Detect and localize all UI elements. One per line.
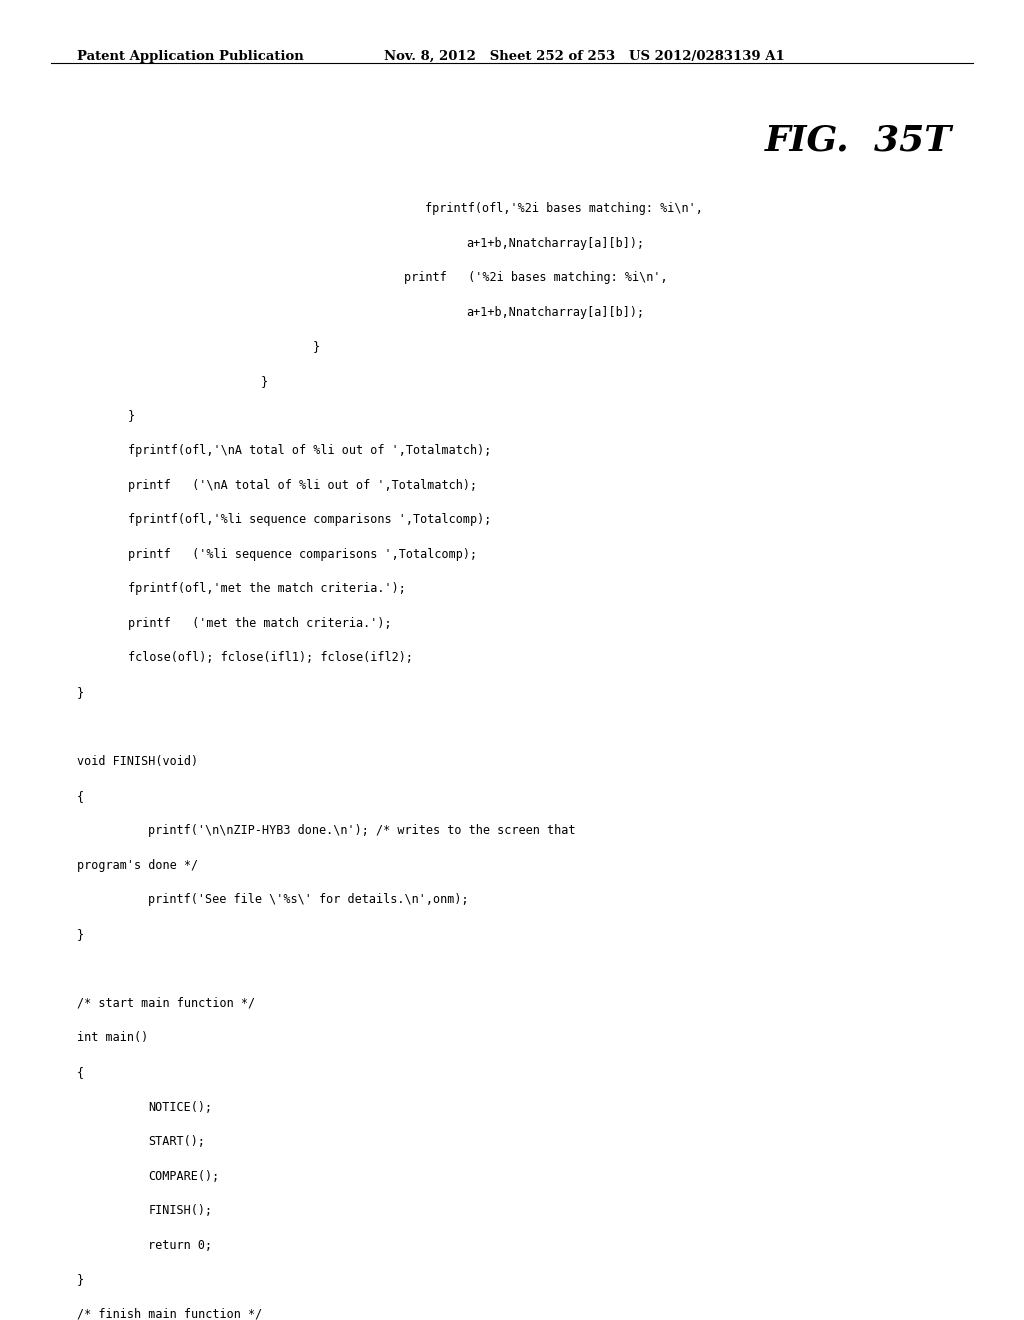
Text: int main(): int main() bbox=[77, 1031, 148, 1044]
Text: printf('\n\nZIP-HYB3 done.\n'); /* writes to the screen that: printf('\n\nZIP-HYB3 done.\n'); /* write… bbox=[148, 824, 575, 837]
Text: fclose(ofl); fclose(ifl1); fclose(ifl2);: fclose(ofl); fclose(ifl1); fclose(ifl2); bbox=[128, 651, 413, 664]
Text: fprintf(ofl,'%2i bases matching: %i\n',: fprintf(ofl,'%2i bases matching: %i\n', bbox=[425, 202, 702, 215]
Text: return 0;: return 0; bbox=[148, 1238, 213, 1251]
Text: }: } bbox=[77, 686, 84, 698]
Text: }: } bbox=[312, 341, 319, 354]
Text: }: } bbox=[261, 375, 268, 388]
Text: FIG.  35T: FIG. 35T bbox=[765, 124, 952, 158]
Text: {: { bbox=[77, 789, 84, 803]
Text: printf   ('met the match criteria.');: printf ('met the match criteria.'); bbox=[128, 616, 391, 630]
Text: START();: START(); bbox=[148, 1135, 206, 1148]
Text: void FINISH(void): void FINISH(void) bbox=[77, 755, 198, 768]
Text: printf('See file \'%s\' for details.\n',onm);: printf('See file \'%s\' for details.\n',… bbox=[148, 894, 469, 907]
Text: a+1+b,Nnatcharray[a][b]);: a+1+b,Nnatcharray[a][b]); bbox=[466, 306, 644, 318]
Text: /* start main function */: /* start main function */ bbox=[77, 997, 255, 1010]
Text: program's done */: program's done */ bbox=[77, 858, 198, 871]
Text: {: { bbox=[77, 1067, 84, 1078]
Text: a+1+b,Nnatcharray[a][b]);: a+1+b,Nnatcharray[a][b]); bbox=[466, 236, 644, 249]
Text: printf   ('%li sequence comparisons ',Totalcomp);: printf ('%li sequence comparisons ',Tota… bbox=[128, 548, 477, 561]
Text: Patent Application Publication: Patent Application Publication bbox=[77, 50, 303, 62]
Text: }: } bbox=[77, 928, 84, 941]
Text: }: } bbox=[77, 1274, 84, 1286]
Text: Nov. 8, 2012   Sheet 252 of 253   US 2012/0283139 A1: Nov. 8, 2012 Sheet 252 of 253 US 2012/02… bbox=[384, 50, 784, 62]
Text: printf   ('\nA total of %li out of ',Totalmatch);: printf ('\nA total of %li out of ',Total… bbox=[128, 479, 477, 491]
Text: NOTICE();: NOTICE(); bbox=[148, 1101, 213, 1114]
Text: fprintf(ofl,'%li sequence comparisons ',Totalcomp);: fprintf(ofl,'%li sequence comparisons ',… bbox=[128, 513, 492, 527]
Text: FINISH();: FINISH(); bbox=[148, 1204, 213, 1217]
Text: COMPARE();: COMPARE(); bbox=[148, 1170, 220, 1183]
Text: }: } bbox=[128, 409, 135, 422]
Text: /* finish main function */: /* finish main function */ bbox=[77, 1308, 262, 1320]
Text: printf   ('%2i bases matching: %i\n',: printf ('%2i bases matching: %i\n', bbox=[404, 271, 668, 284]
Text: fprintf(ofl,'met the match criteria.');: fprintf(ofl,'met the match criteria.'); bbox=[128, 582, 406, 595]
Text: fprintf(ofl,'\nA total of %li out of ',Totalmatch);: fprintf(ofl,'\nA total of %li out of ',T… bbox=[128, 444, 492, 457]
